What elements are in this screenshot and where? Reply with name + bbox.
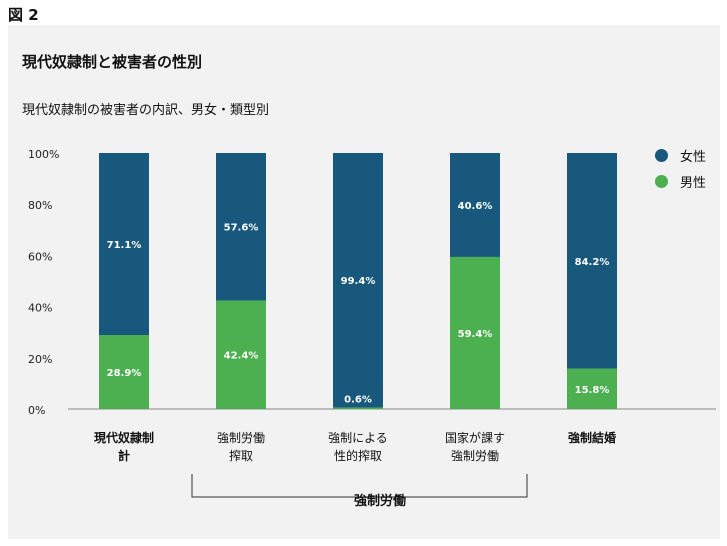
- y-tick-label: 100%: [28, 148, 59, 161]
- data-label-male: 28.9%: [107, 368, 142, 379]
- bar-segment-male: [567, 368, 617, 409]
- bar-segment-male: [450, 256, 500, 409]
- data-label-male: 59.4%: [458, 329, 493, 340]
- category-label: 計: [118, 448, 130, 463]
- bar-segment-male: [216, 300, 266, 409]
- chart-subtitle: 現代奴隷制の被害者の内訳、男女・類型別: [22, 103, 270, 118]
- data-label-female: 57.6%: [224, 223, 259, 234]
- category-label: 強制労働: [451, 449, 499, 463]
- bar-segment-male: [333, 407, 383, 409]
- legend-swatch-male: [655, 174, 668, 188]
- data-label-male: 42.4%: [224, 351, 259, 362]
- legend-item-female: 女性: [655, 142, 706, 168]
- bar-segment-female: [99, 153, 149, 336]
- category-label: 強制結婚: [568, 430, 616, 445]
- legend-item-male: 男性: [655, 168, 706, 194]
- category-label: 性的搾取: [334, 448, 382, 463]
- y-tick-label: 80%: [28, 199, 52, 212]
- bar-segment-male: [99, 335, 149, 409]
- category-label: 国家が課す: [445, 430, 505, 445]
- bar-segment-female: [333, 153, 383, 408]
- group-bracket: [191, 474, 528, 498]
- y-tick-label: 40%: [28, 302, 52, 315]
- bar-segment-female: [216, 153, 266, 301]
- category-label: 現代奴隷制: [94, 430, 154, 445]
- legend: 女性 男性: [655, 142, 706, 194]
- y-tick-label: 20%: [28, 353, 52, 366]
- data-label-male: 0.6%: [344, 394, 372, 405]
- category-label: 強制による: [328, 431, 388, 445]
- legend-swatch-female: [655, 148, 668, 162]
- data-label-female: 99.4%: [341, 276, 376, 287]
- y-tick-label: 0%: [28, 404, 45, 417]
- y-tick-label: 60%: [28, 250, 52, 263]
- chart-title: 現代奴隷制と被害者の性別: [22, 53, 203, 71]
- data-label-male: 15.8%: [575, 385, 610, 396]
- legend-label-male: 男性: [680, 175, 707, 191]
- group-bracket-label: 強制労働: [353, 494, 406, 509]
- category-label: 強制労働: [217, 431, 265, 445]
- data-label-female: 84.2%: [575, 257, 610, 268]
- data-label-female: 40.6%: [458, 201, 493, 212]
- category-label: 搾取: [229, 448, 253, 463]
- figure-label: 図 2: [8, 6, 39, 24]
- bar-segment-female: [567, 153, 617, 369]
- legend-label-female: 女性: [680, 149, 707, 165]
- data-label-female: 71.1%: [107, 240, 142, 251]
- bar-segment-female: [450, 153, 500, 257]
